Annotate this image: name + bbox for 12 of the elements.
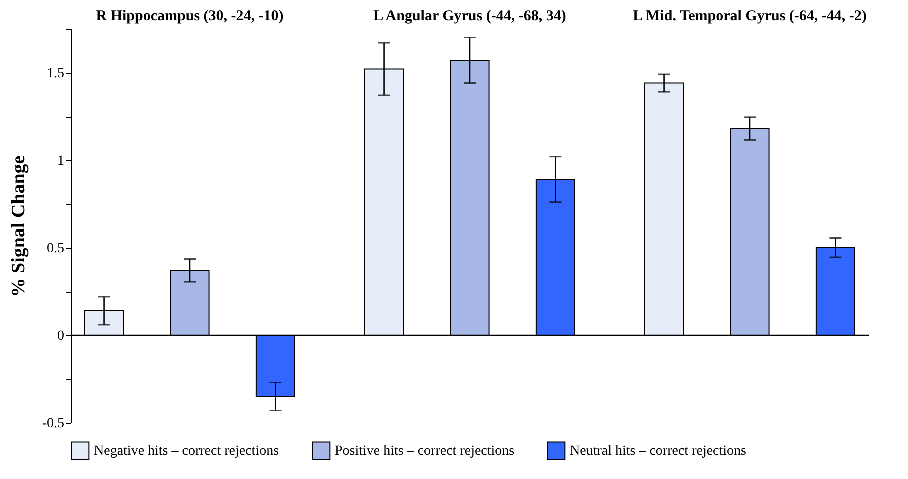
x-tick-label: L Mid. Temporal Gyrus (-64, -44, -2): [633, 8, 867, 24]
x-tick-label: R Hippocampus (30, -24, -10): [96, 8, 284, 24]
y-tick-label: 1: [58, 154, 64, 169]
legend-label: Positive hits – correct rejections: [335, 444, 515, 459]
y-tick-label: 0.5: [47, 241, 64, 256]
legend-label: Neutral hits – correct rejections: [570, 444, 746, 459]
y-tick-label: -0.5: [42, 416, 64, 432]
legend-label: Negative hits – correct rejections: [94, 444, 280, 459]
y-tick-label: 0: [58, 328, 64, 344]
y-tick-label: 1.5: [47, 66, 64, 82]
y-axis-title: % Signal Change: [8, 156, 30, 298]
x-tick-label: L Angular Gyrus (-44, -68, 34): [374, 8, 566, 24]
